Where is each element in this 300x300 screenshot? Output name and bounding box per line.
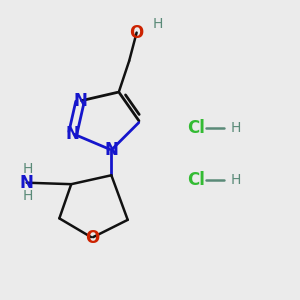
Text: H: H — [230, 173, 241, 187]
Text: O: O — [85, 229, 99, 247]
Text: Cl: Cl — [187, 119, 205, 137]
Text: H: H — [23, 162, 33, 176]
Text: H: H — [230, 121, 241, 135]
Text: H: H — [23, 189, 33, 203]
Text: N: N — [73, 92, 87, 110]
Text: N: N — [20, 174, 34, 192]
Text: O: O — [130, 24, 144, 42]
Text: N: N — [66, 125, 80, 143]
Text: N: N — [104, 141, 118, 159]
Text: H: H — [152, 17, 163, 31]
Text: Cl: Cl — [187, 171, 205, 189]
